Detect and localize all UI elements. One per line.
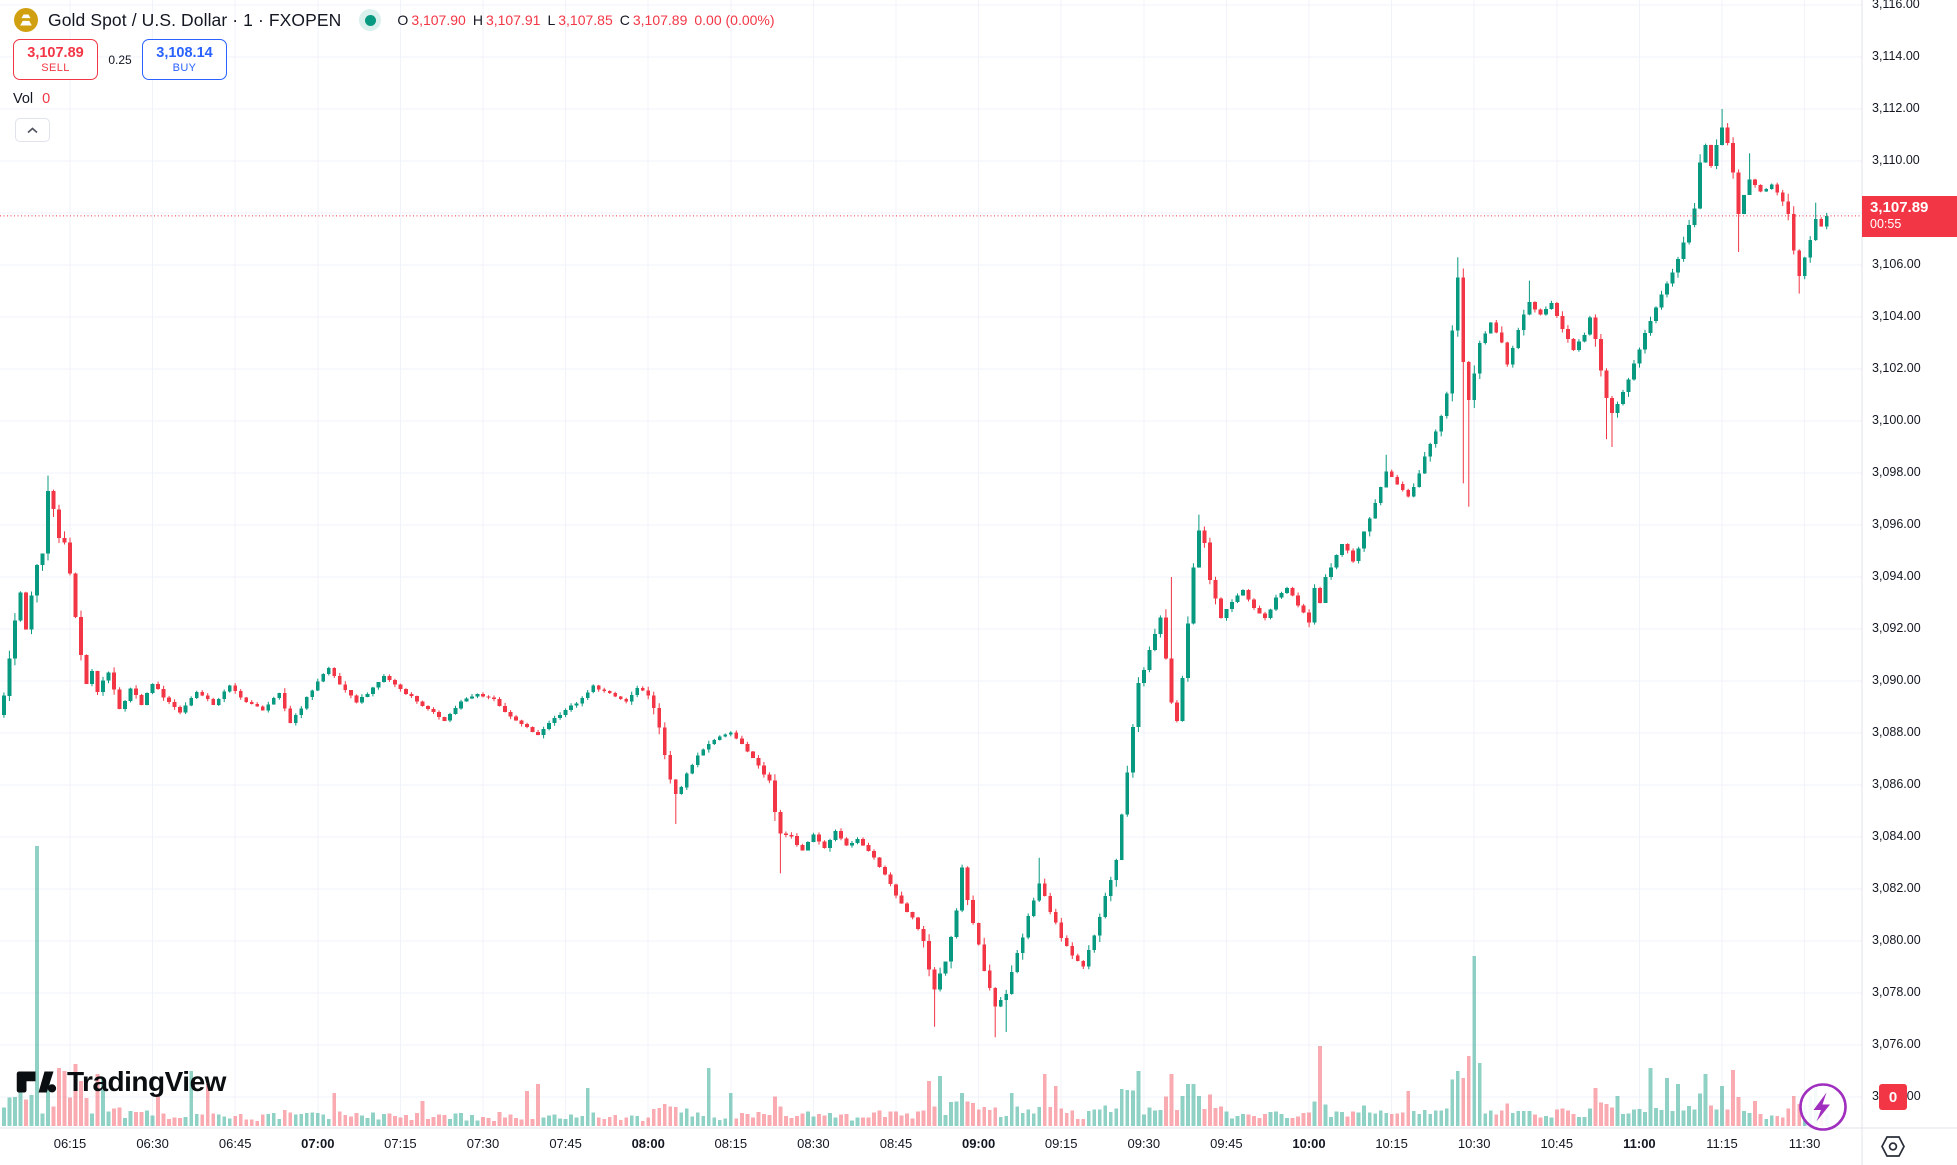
price-tick-label: 3,116.00 bbox=[1872, 0, 1920, 11]
time-tick-label: 06:30 bbox=[136, 1136, 169, 1151]
market-status-icon[interactable] bbox=[359, 9, 382, 31]
time-tick-label: 07:30 bbox=[466, 1136, 500, 1151]
current-price-label: 3,107.89 00:55 bbox=[1862, 196, 1957, 237]
tradingview-mark-icon bbox=[16, 1071, 57, 1093]
price-tick-label: 3,080.00 bbox=[1872, 933, 1921, 947]
time-tick-label: 09:00 bbox=[961, 1136, 996, 1151]
buy-button[interactable]: 3,108.14 BUY bbox=[142, 39, 227, 80]
price-tick-label: 3,114.00 bbox=[1872, 49, 1920, 63]
low-value: 3,107.85 bbox=[558, 12, 613, 28]
price-tick-label: 3,100.00 bbox=[1872, 413, 1921, 427]
time-tick-label: 08:30 bbox=[797, 1136, 830, 1151]
volume-axis-badge: 0 bbox=[1879, 1084, 1907, 1110]
high-value: 3,107.91 bbox=[485, 12, 541, 28]
trade-panel: 3,107.89 SELL 0.25 3,108.14 BUY bbox=[13, 39, 227, 80]
chevron-up-icon bbox=[27, 126, 38, 133]
time-tick-label: 10:30 bbox=[1457, 1136, 1491, 1151]
time-tick-label: 09:15 bbox=[1044, 1136, 1078, 1151]
open-value: 3,107.90 bbox=[411, 12, 466, 28]
time-tick-label: 10:00 bbox=[1292, 1136, 1326, 1151]
time-tick-label: 09:45 bbox=[1210, 1136, 1243, 1151]
price-tick-label: 3,098.00 bbox=[1872, 465, 1921, 479]
price-tick-label: 3,076.00 bbox=[1872, 1037, 1921, 1051]
price-tick-label: 3,112.00 bbox=[1872, 101, 1920, 115]
price-tick-label: 3,106.00 bbox=[1872, 257, 1921, 271]
symbol-header: Gold Spot / U.S. Dollar · 1 · FXOPEN O 3,… bbox=[14, 8, 775, 32]
time-tick-label: 08:45 bbox=[879, 1136, 913, 1151]
tradingview-logo[interactable]: TradingView bbox=[16, 1066, 226, 1098]
time-tick-label: 07:00 bbox=[301, 1136, 335, 1151]
price-tick-label: 3,088.00 bbox=[1872, 725, 1921, 739]
time-tick-label: 10:15 bbox=[1375, 1136, 1408, 1151]
time-tick-label: 11:30 bbox=[1788, 1136, 1821, 1151]
bar-countdown: 00:55 bbox=[1870, 217, 1902, 231]
time-tick-label: 09:30 bbox=[1127, 1136, 1161, 1151]
volume-indicator-row: Vol 0 bbox=[13, 91, 50, 107]
close-value: 3,107.89 bbox=[632, 12, 688, 28]
sell-price: 3,107.89 bbox=[27, 44, 84, 61]
axis-settings-eye-icon[interactable] bbox=[1880, 1135, 1906, 1163]
time-tick-label: 08:15 bbox=[714, 1136, 748, 1151]
time-tick-label: 11:15 bbox=[1706, 1136, 1738, 1151]
buy-price: 3,108.14 bbox=[156, 44, 213, 61]
collapse-panel-button[interactable] bbox=[15, 118, 50, 142]
sell-button[interactable]: 3,107.89 SELL bbox=[13, 39, 98, 80]
time-tick-label: 08:00 bbox=[631, 1136, 665, 1151]
symbol-title[interactable]: Gold Spot / U.S. Dollar · 1 · FXOPEN bbox=[48, 9, 342, 30]
change-value: 0.00 (0.00%) bbox=[694, 12, 775, 28]
price-tick-label: 3,078.00 bbox=[1872, 985, 1921, 999]
time-tick-label: 06:45 bbox=[218, 1136, 252, 1151]
spread-label: 0.25 bbox=[108, 52, 132, 67]
price-tick-label: 3,096.00 bbox=[1872, 517, 1921, 531]
time-tick-label: 07:45 bbox=[549, 1136, 582, 1151]
price-tick-label: 3,090.00 bbox=[1872, 673, 1921, 687]
price-tick-label: 3,086.00 bbox=[1872, 777, 1921, 791]
price-tick-label: 3,092.00 bbox=[1872, 621, 1921, 635]
time-tick-label: 10:45 bbox=[1540, 1136, 1574, 1151]
instant-order-lightning-icon[interactable] bbox=[1798, 1082, 1848, 1137]
price-tick-label: 3,102.00 bbox=[1872, 361, 1921, 375]
time-tick-label: 11:00 bbox=[1623, 1136, 1656, 1151]
time-tick-label: 06:15 bbox=[53, 1136, 87, 1151]
price-tick-label: 3,104.00 bbox=[1872, 309, 1921, 323]
price-tick-label: 3,084.00 bbox=[1872, 829, 1921, 843]
price-tick-label: 3,094.00 bbox=[1872, 569, 1921, 583]
gold-symbol-icon bbox=[14, 8, 38, 32]
price-tick-label: 3,082.00 bbox=[1872, 881, 1921, 895]
ohlc-values: O 3,107.90 H 3,107.91 L 3,107.85 C 3,107.89 … bbox=[397, 12, 775, 28]
volume-value: 0 bbox=[42, 91, 51, 107]
time-tick-label: 07:15 bbox=[384, 1136, 417, 1151]
price-tick-label: 3,110.00 bbox=[1872, 153, 1920, 167]
volume-label: Vol bbox=[13, 91, 34, 107]
